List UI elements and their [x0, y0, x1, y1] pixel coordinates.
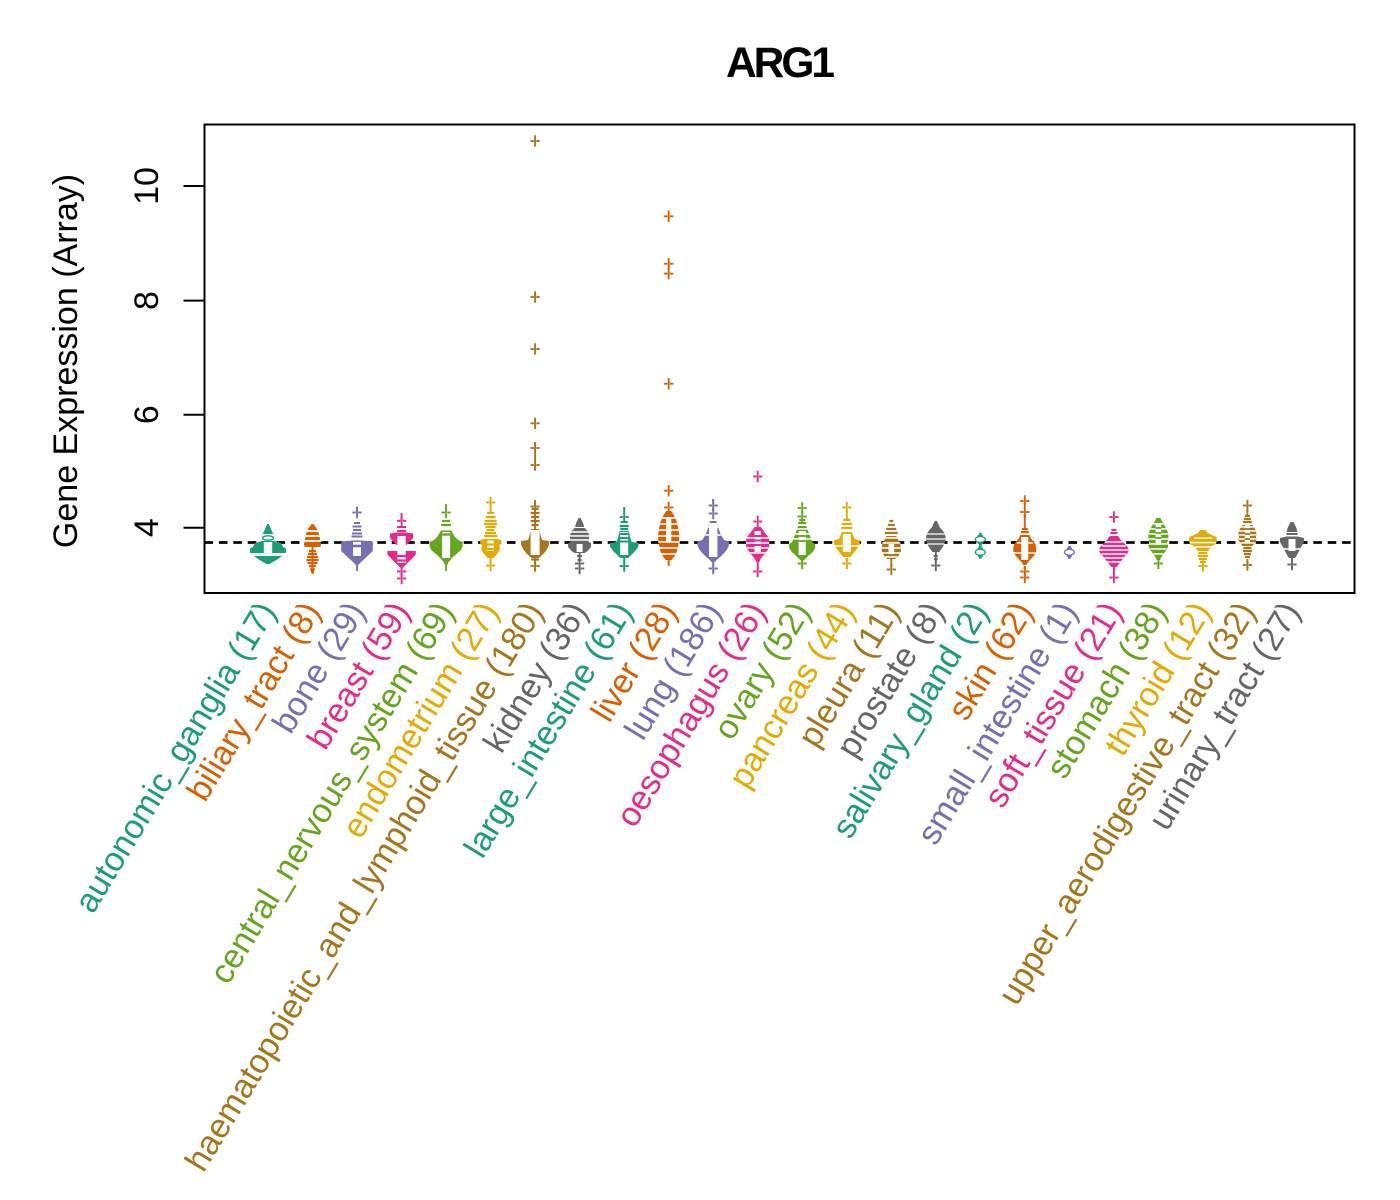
- svg-text:Gene Expression (Array): Gene Expression (Array): [47, 174, 85, 548]
- svg-text:8: 8: [128, 291, 166, 310]
- svg-text:4: 4: [128, 518, 166, 537]
- svg-text:6: 6: [128, 405, 166, 424]
- svg-text:10: 10: [128, 167, 166, 205]
- svg-text:ARG1: ARG1: [726, 40, 834, 87]
